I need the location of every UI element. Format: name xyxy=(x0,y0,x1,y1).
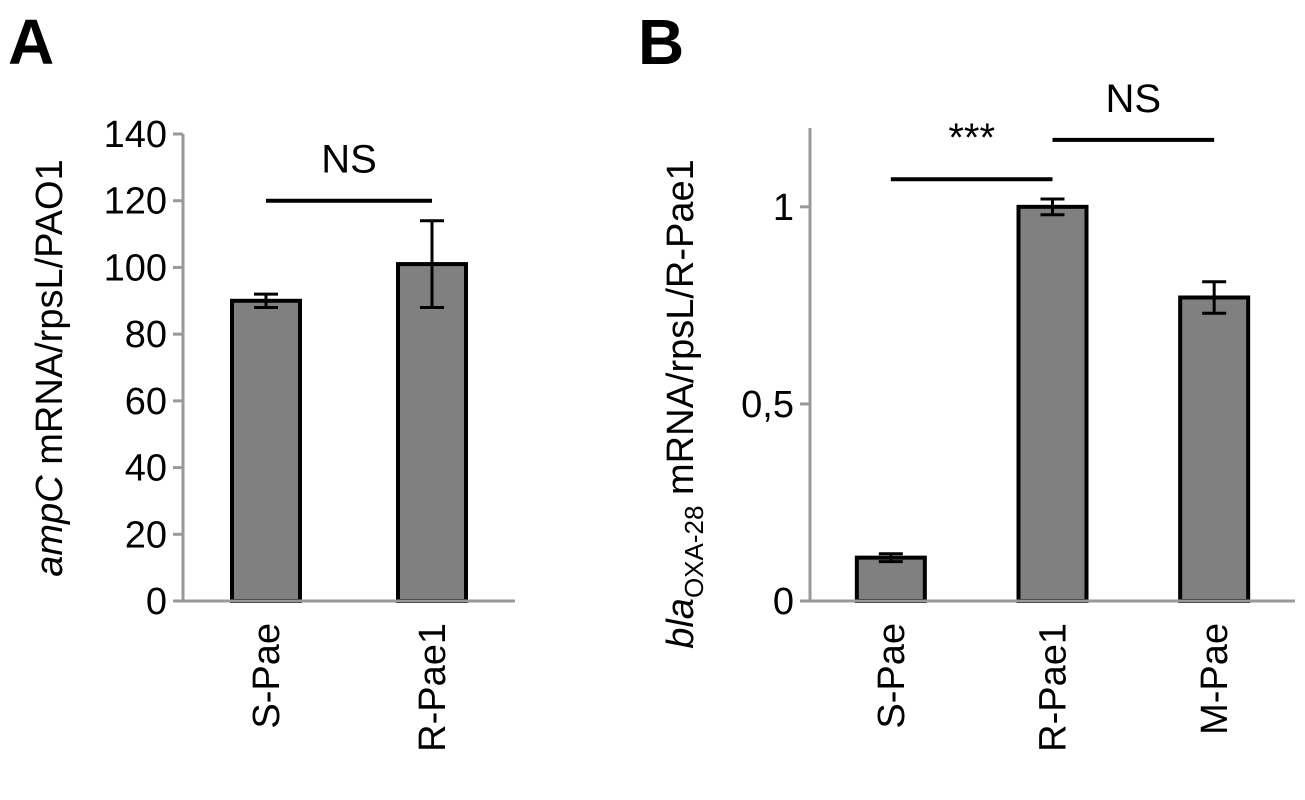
panel-a-bar-r-pae1 xyxy=(396,262,468,603)
panel-a-y-tick-label: 0 xyxy=(146,581,167,623)
panel-a-error-bar xyxy=(420,219,444,309)
panel-b-label: B xyxy=(638,6,684,78)
panel-b-y-tick-label: 1 xyxy=(773,187,794,229)
panel-a-y-tick-label: 80 xyxy=(125,314,167,356)
panel-b-plot: 0 0,5 1 S-Pae R-Pae1 M-Pae *** NS xyxy=(741,77,1295,752)
panel-a-y-tick-label: 140 xyxy=(104,114,167,156)
panel-a-significance-label: NS xyxy=(321,138,377,182)
panel-b-significance: *** xyxy=(890,116,1053,182)
panel-b-significance: NS xyxy=(1052,77,1215,142)
panel-b-y-axis-label-rest: mRNA/rpsL/R-Pae1 xyxy=(660,159,702,505)
panel-b: B blaOXA-28 mRNA/rpsL/R-Pae1 0 0,5 1 S-Pae R… xyxy=(638,6,1295,752)
panel-b-bar-r-pae1 xyxy=(1016,204,1089,603)
panel-a-y-axis-label-italic: ampC xyxy=(29,475,71,577)
panel-b-significance-label: NS xyxy=(1106,77,1162,121)
panel-b-y-axis-label-subscript: OXA-28 xyxy=(679,506,709,599)
panel-a-y-tick-label: 40 xyxy=(125,448,167,490)
panel-b-significance-label: *** xyxy=(948,116,995,160)
panel-b-y-axis-label: blaOXA-28 mRNA/rpsL/R-Pae1 xyxy=(660,159,709,649)
panel-a-y-tick-label: 20 xyxy=(125,514,167,556)
panel-a-y-tick-label: 60 xyxy=(125,381,167,423)
panel-b-category-label: R-Pae1 xyxy=(1033,623,1075,752)
panel-a-y-tick-label: 120 xyxy=(104,181,167,223)
panel-b-error-bar xyxy=(878,552,903,564)
panel-a: A ampC mRNA/rpsL/PAO1 0 20 40 60 80 100 120 140… xyxy=(8,6,515,752)
panel-b-bar-s-pae xyxy=(854,555,927,603)
panel-a-error-bar xyxy=(254,292,278,309)
panel-b-error-bar xyxy=(1202,280,1227,315)
panel-a-category-label: S-Pae xyxy=(246,623,288,729)
panel-b-y-axis-label-italic: bla xyxy=(660,598,702,649)
panel-a-category-label: R-Pae1 xyxy=(412,623,454,752)
panel-a-plot: 0 20 40 60 80 100 120 140 S-Pae R-Pae1 NS xyxy=(104,114,515,752)
panel-a-y-tick-label: 100 xyxy=(104,247,167,289)
panel-a-y-axis-label: ampC mRNA/rpsL/PAO1 xyxy=(29,159,71,576)
panel-a-label: A xyxy=(8,6,54,78)
panel-a-y-axis-label-rest: mRNA/rpsL/PAO1 xyxy=(29,159,71,475)
panel-b-error-bar xyxy=(1040,197,1065,217)
panel-b-y-tick-label: 0,5 xyxy=(741,384,794,426)
panel-b-category-label: M-Pae xyxy=(1194,623,1236,735)
panel-b-category-label: S-Pae xyxy=(871,623,913,729)
panel-a-significance: NS xyxy=(266,138,432,203)
panel-a-bar-s-pae xyxy=(230,298,302,603)
panel-b-y-tick-label: 0 xyxy=(773,581,794,623)
panel-b-bar-m-pae xyxy=(1178,295,1251,603)
